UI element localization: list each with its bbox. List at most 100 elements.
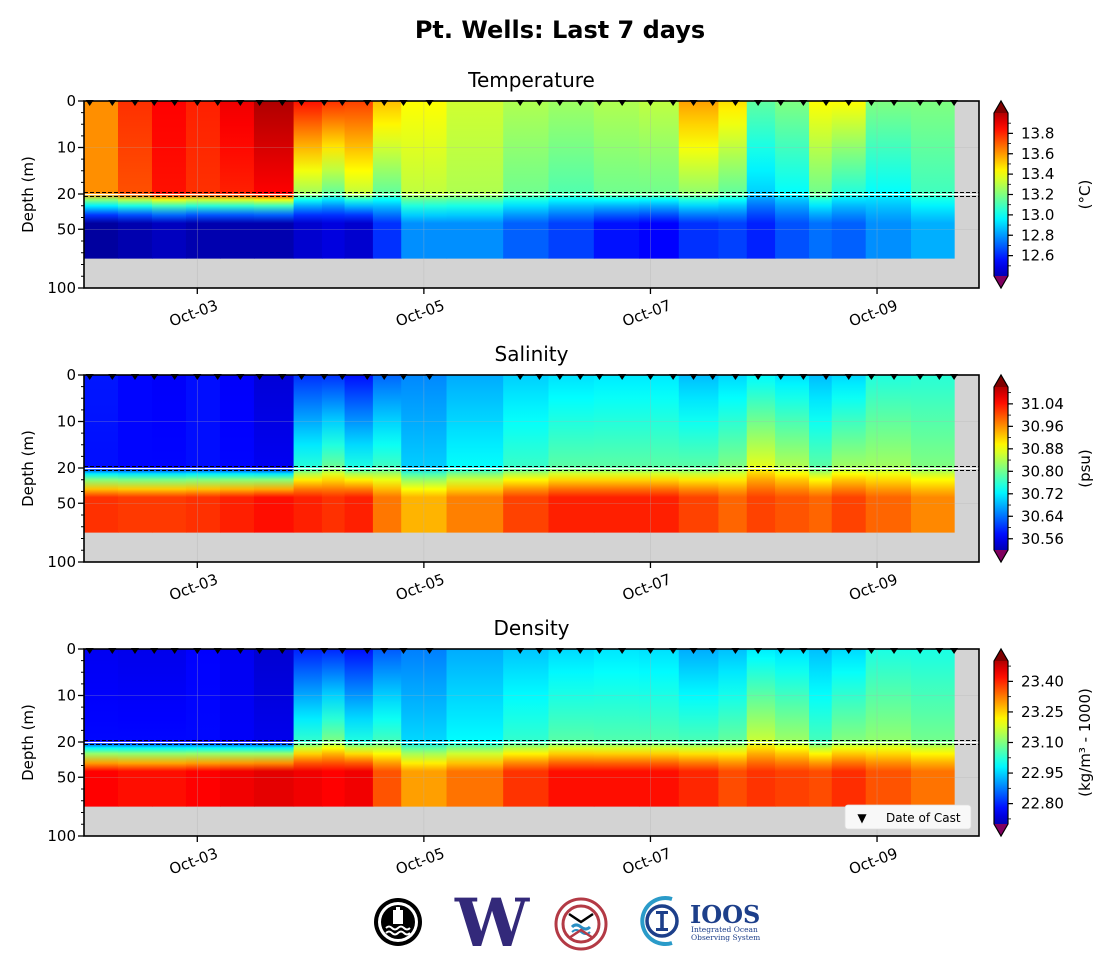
colorbar-extend-max xyxy=(994,101,1008,113)
figure-title: Pt. Wells: Last 7 days xyxy=(415,16,705,44)
heatmap-cell xyxy=(865,101,912,259)
cast-marker xyxy=(890,374,899,380)
colorbar-body xyxy=(994,387,1008,550)
heatmap-cell xyxy=(775,375,810,533)
cast-marker xyxy=(425,648,434,654)
heatmap-cell xyxy=(809,649,833,807)
heatmap-cell xyxy=(639,101,680,259)
heatmap-cell xyxy=(344,649,374,807)
heatmap-cell xyxy=(372,375,402,533)
cast-marker xyxy=(278,100,287,106)
heatmap-cell xyxy=(84,101,119,259)
cast-marker xyxy=(576,374,585,380)
colorbar-tick-label: 30.72 xyxy=(1021,485,1064,503)
heatmap-cell xyxy=(253,101,295,259)
y-tick-label: 50 xyxy=(57,494,76,512)
colorbar-tick-label: 12.6 xyxy=(1021,247,1054,265)
cast-marker xyxy=(297,374,306,380)
cast-marker xyxy=(255,648,264,654)
logos-footer: W IOOS Integrated Ocean Observing System xyxy=(374,884,760,960)
colorbar-outline xyxy=(993,373,1009,564)
cast-marker xyxy=(576,648,585,654)
heatmap-cell xyxy=(718,101,748,259)
cast-marker xyxy=(535,648,544,654)
heatmap-cell xyxy=(718,375,748,533)
heatmap-cell xyxy=(718,649,748,807)
cast-marker xyxy=(108,374,117,380)
colorbar-tick-label: 30.64 xyxy=(1021,507,1064,525)
cast-marker xyxy=(399,374,408,380)
cast-marker xyxy=(689,648,698,654)
cast-marker xyxy=(297,100,306,106)
heatmap-cell xyxy=(219,101,255,259)
heatmap-cell xyxy=(831,101,867,259)
cast-marker xyxy=(170,374,179,380)
cast-marker xyxy=(338,374,347,380)
cast-marker xyxy=(867,100,876,106)
heatmap-cell xyxy=(151,101,187,259)
panel-title-density: Density xyxy=(493,616,569,640)
cast-marker xyxy=(669,100,678,106)
cast-marker xyxy=(380,374,389,380)
cast-marker xyxy=(595,648,604,654)
x-tick-label: Oct-03 xyxy=(167,844,221,878)
heatmap-cell xyxy=(639,649,680,807)
cast-markers xyxy=(85,648,959,654)
x-tick-label: Oct-05 xyxy=(393,570,447,604)
colorbar-extend-min xyxy=(994,550,1008,562)
heatmap-cell xyxy=(548,375,595,533)
cast-marker xyxy=(380,100,389,106)
legend-box xyxy=(844,804,972,830)
cast-markers xyxy=(85,100,959,106)
cast-marker xyxy=(555,648,564,654)
cast-marker xyxy=(320,100,329,106)
heatmap-cell xyxy=(831,375,867,533)
cast-marker xyxy=(844,374,853,380)
heatmap-density xyxy=(84,649,955,807)
svg-text:Integrated Ocean: Integrated Ocean xyxy=(691,925,758,934)
colorbar-tick-label: 12.8 xyxy=(1021,226,1054,244)
cast-marker xyxy=(935,648,944,654)
cast-marker xyxy=(425,374,434,380)
heatmap-cell xyxy=(548,101,595,259)
heatmap-cell xyxy=(185,101,221,259)
colorbar-tick-label: 23.10 xyxy=(1021,734,1064,752)
heatmap-cell xyxy=(219,375,255,533)
cast-marker xyxy=(708,648,717,654)
colorbar-tick-label: 13.4 xyxy=(1021,165,1054,183)
colorbar-outline xyxy=(993,647,1009,838)
x-tick-label: Oct-07 xyxy=(620,296,674,330)
cast-marker xyxy=(708,100,717,106)
colorbar-outline xyxy=(993,99,1009,290)
heatmap-cell xyxy=(321,375,346,533)
cast-marker xyxy=(669,374,678,380)
heatmap-cell xyxy=(865,649,912,807)
x-axis: Oct-03 Oct-05 Oct-07 Oct-09 xyxy=(167,836,900,878)
legend-marker: ▼ xyxy=(857,811,867,825)
x-axis: Oct-03 Oct-05 Oct-07 Oct-09 xyxy=(167,288,900,330)
x-tick-label: Oct-09 xyxy=(847,844,901,878)
cast-marker xyxy=(646,648,655,654)
x-tick-label: Oct-03 xyxy=(167,296,221,330)
legend: ▼ Date of Cast xyxy=(844,804,972,830)
heatmap-cell xyxy=(593,101,640,259)
legend-label: Date of Cast xyxy=(886,811,961,825)
native-art-logo xyxy=(554,897,608,951)
cast-marker xyxy=(516,100,525,106)
cast-marker xyxy=(278,648,287,654)
cast-marker xyxy=(297,648,306,654)
cast-marker xyxy=(822,100,831,106)
cast-marker xyxy=(535,100,544,106)
cast-marker xyxy=(646,100,655,106)
cast-marker xyxy=(170,648,179,654)
heatmap-cell xyxy=(503,649,550,807)
cast-marker xyxy=(425,100,434,106)
y-tick-label: 10 xyxy=(57,687,76,705)
cast-marker xyxy=(150,100,159,106)
heatmap-cell xyxy=(321,101,346,259)
x-tick-label: Oct-07 xyxy=(620,844,674,878)
cast-marker xyxy=(363,648,372,654)
cast-marker xyxy=(595,374,604,380)
heatmap-cell xyxy=(344,101,374,259)
